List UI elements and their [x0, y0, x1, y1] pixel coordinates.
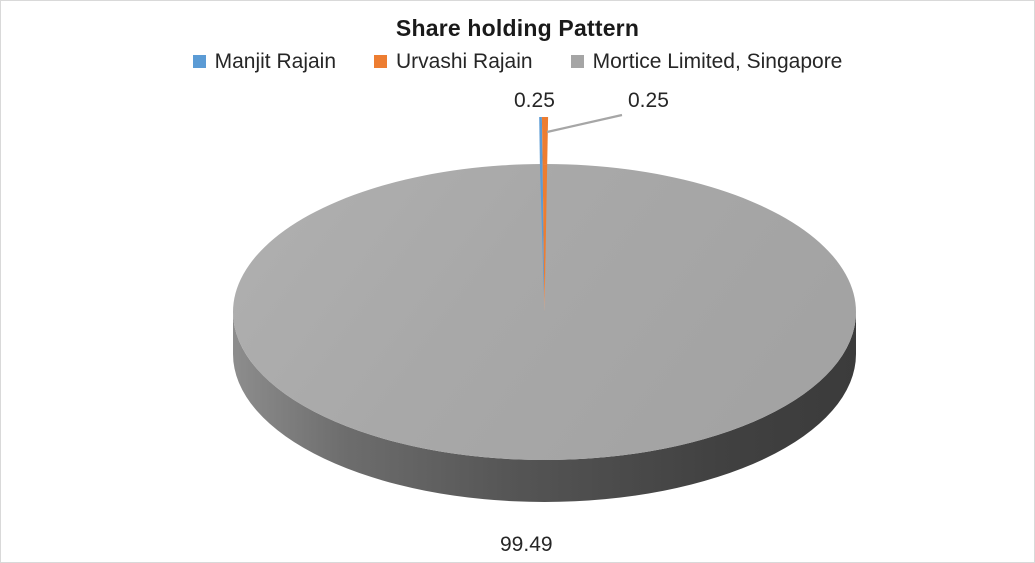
pie-slice-wall-mortice-limited-singapore: [233, 312, 856, 502]
legend-swatch-square-blue: [192, 55, 206, 68]
legend-item-label: Mortice Limited, Singapore: [592, 50, 843, 73]
legend-item-manjit-rajain[interactable]: Manjit Rajain: [192, 50, 337, 73]
data-label-manjit-rajain: 0.25: [514, 89, 555, 112]
data-label-leader-line: [546, 113, 623, 134]
legend-swatch-square-orange: [374, 55, 388, 68]
chart-title: Share holding Pattern: [395, 15, 640, 41]
pie-slice-manjit-rajain: [539, 117, 545, 312]
chart-legend: Manjit Rajain Urvashi Rajain Mortice Lim…: [1, 51, 1034, 72]
legend-item-label: Manjit Rajain: [214, 50, 337, 73]
legend-item-mortice-limited-singapore[interactable]: Mortice Limited, Singapore: [570, 50, 843, 73]
legend-item-label: Urvashi Rajain: [396, 50, 533, 73]
pie-slice-top-mortice-limited-singapore: [232, 164, 857, 461]
pie-slice-urvashi-rajain: [541, 117, 549, 312]
data-label-urvashi-rajain: 0.25: [628, 89, 669, 112]
legend-item-urvashi-rajain[interactable]: Urvashi Rajain: [374, 51, 533, 72]
data-label-mortice-limited-singapore: 99.49: [500, 533, 553, 556]
legend-swatch-square-gray: [570, 55, 584, 68]
